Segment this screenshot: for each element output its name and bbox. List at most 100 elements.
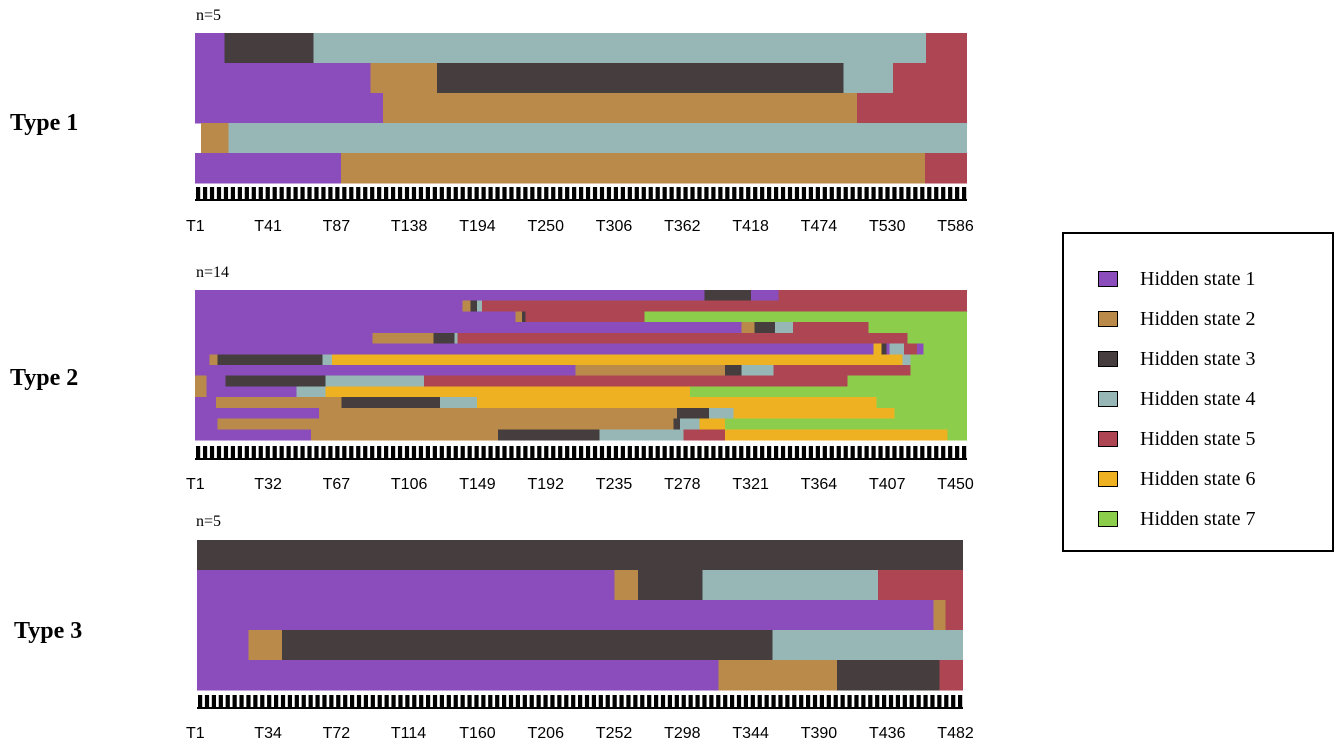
tick-mark	[725, 187, 730, 201]
tick-mark	[230, 187, 236, 201]
tick-mark	[390, 187, 396, 201]
tick-mark	[551, 446, 556, 460]
tick-mark	[502, 187, 507, 201]
tick-mark	[515, 695, 521, 709]
tick-label-type3-t390: T390	[800, 725, 838, 742]
tick-mark	[864, 446, 869, 460]
segment-type1-row1-seg1	[195, 33, 225, 64]
segment-type2-row5-seg1	[195, 332, 373, 344]
tick-mark	[634, 187, 639, 201]
segment-type2-row13-seg2	[217, 418, 674, 430]
tick-mark	[425, 187, 430, 201]
segment-type1-row1-seg3	[313, 33, 927, 64]
tick-mark	[390, 446, 396, 460]
tick-mark	[274, 695, 279, 709]
tick-mark	[785, 695, 790, 709]
tick-mark	[239, 695, 244, 709]
segment-type2-row12-seg1	[195, 407, 218, 419]
segment-type2-row2-seg5	[481, 300, 967, 312]
tick-marks-type-2	[195, 446, 967, 460]
segment-type2-row12-seg7	[894, 407, 967, 419]
tick-mark	[412, 695, 417, 709]
segment-type2-row13-seg6	[725, 418, 967, 430]
tick-mark	[328, 446, 333, 460]
segment-type2-row11-seg1	[195, 397, 216, 409]
tick-mark	[508, 695, 514, 709]
tick-mark	[868, 695, 873, 709]
tick-mark	[202, 187, 208, 201]
tick-label-type1-t306: T306	[595, 218, 633, 235]
tick-mark	[739, 187, 744, 201]
tick-mark	[537, 446, 542, 460]
segment-type2-row3-seg4	[525, 311, 645, 323]
tick-mark	[920, 187, 925, 201]
tick-mark	[676, 187, 681, 201]
tick-mark	[585, 446, 591, 460]
segment-type2-row4-seg2	[741, 322, 755, 334]
tick-mark	[467, 187, 472, 201]
sequence-panel-type-1	[195, 33, 967, 184]
tick-mark	[258, 446, 263, 460]
legend-item-state-1: Hidden state 1	[1098, 265, 1256, 293]
tick-mark	[516, 446, 521, 460]
tick-mark	[467, 695, 472, 709]
segment-type2-row7-seg4	[322, 354, 332, 366]
legend-label-state-1: Hidden state 1	[1140, 267, 1256, 290]
segment-type2-row7-seg1	[195, 354, 210, 366]
type-1-label: Type 1	[10, 110, 79, 136]
tick-mark	[619, 695, 624, 709]
tick-mark	[822, 187, 827, 201]
tick-mark	[439, 695, 445, 709]
tick-mark	[404, 446, 410, 460]
segment-type2-row14-seg8	[947, 429, 967, 441]
tick-mark	[509, 187, 514, 201]
segment-type2-row8-seg1	[195, 365, 576, 377]
tick-label-type1-t138: T138	[390, 218, 428, 235]
tick-mark	[232, 695, 237, 709]
tick-mark	[871, 446, 876, 460]
n-count-label-type-1: n=5	[196, 7, 222, 24]
tick-baseline	[195, 458, 967, 460]
segment-type2-row13-seg1	[195, 418, 218, 430]
tick-mark	[460, 695, 465, 709]
tick-mark	[815, 446, 820, 460]
tick-mark	[647, 695, 652, 709]
segment-type2-row10-seg5	[689, 386, 967, 398]
tick-mark	[237, 187, 242, 201]
segment-type2-row11-seg4	[439, 397, 478, 409]
segment-type2-row11-seg3	[341, 397, 440, 409]
tick-mark	[711, 187, 716, 201]
segment-type3-row5-seg4	[939, 660, 963, 691]
legend-item-state-5: Hidden state 5	[1098, 425, 1256, 453]
tick-mark	[523, 187, 528, 201]
tick-mark	[875, 695, 880, 709]
tick-mark	[840, 695, 845, 709]
tick-mark	[899, 187, 904, 201]
segment-type1-row3-seg1	[195, 93, 383, 124]
tick-mark	[279, 446, 284, 460]
tick-label-type1-t530: T530	[869, 218, 906, 235]
tick-mark	[244, 187, 249, 201]
tick-mark	[787, 187, 793, 201]
tick-mark	[757, 695, 762, 709]
tick-mark	[579, 446, 584, 460]
tick-mark	[426, 695, 431, 709]
tick-mark	[558, 187, 563, 201]
segment-type2-row7-seg2	[209, 354, 218, 366]
segment-type3-row4-seg1	[197, 630, 249, 661]
tick-mark	[211, 695, 217, 709]
tick-mark	[495, 446, 500, 460]
segment-type1-row5-seg1	[195, 153, 341, 184]
segment-type2-row3-seg2	[515, 311, 523, 323]
segment-type1-row1-seg2	[224, 33, 314, 64]
tick-mark	[854, 695, 859, 709]
tick-mark	[948, 187, 953, 201]
segment-type2-row13-seg3	[673, 418, 681, 430]
tick-mark	[704, 446, 709, 460]
tick-label-type1-t362: T362	[664, 218, 701, 235]
tick-mark	[267, 695, 272, 709]
tick-label-type1-t87: T87	[322, 218, 351, 235]
segment-type2-row8-seg4	[741, 365, 774, 377]
tick-mark	[585, 187, 591, 201]
